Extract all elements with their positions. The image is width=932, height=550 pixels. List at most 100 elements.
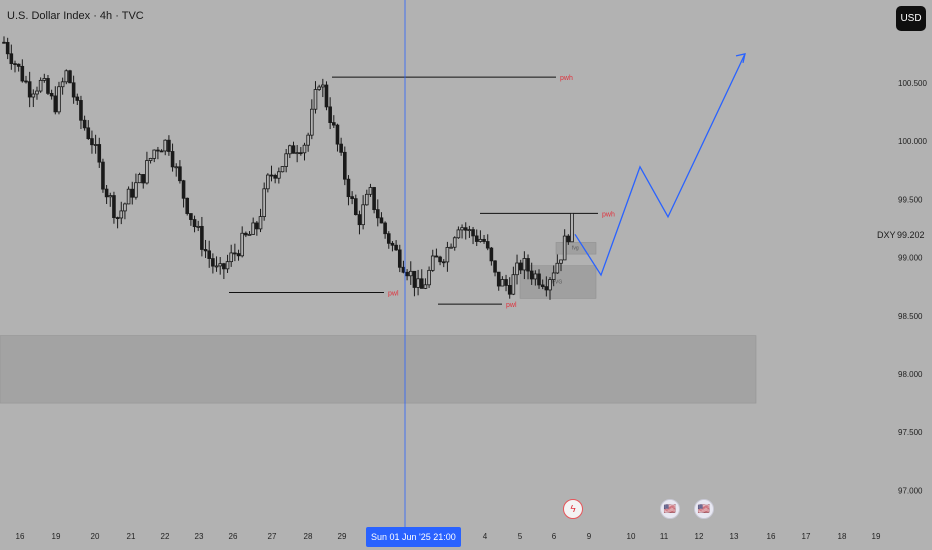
candle-body bbox=[222, 263, 226, 270]
time-tick-label: 12 bbox=[695, 532, 704, 541]
candle-body bbox=[189, 213, 193, 220]
candle-body bbox=[266, 174, 270, 190]
candle-body bbox=[277, 171, 281, 179]
candle-body bbox=[412, 270, 417, 288]
candle-body bbox=[441, 261, 446, 264]
candle-body bbox=[2, 41, 6, 44]
candle-body bbox=[566, 235, 571, 243]
time-tick-label: 19 bbox=[52, 532, 61, 541]
us-flag-icon[interactable]: 🇺🇸 bbox=[694, 499, 714, 519]
candle-body bbox=[544, 286, 549, 291]
candle-body bbox=[156, 149, 160, 152]
candle-body bbox=[68, 70, 72, 84]
price-tick-label: 98.000 bbox=[898, 370, 923, 379]
candle-body bbox=[79, 100, 83, 121]
candle-body bbox=[211, 258, 215, 267]
time-tick-label: 4 bbox=[483, 532, 488, 541]
candle-body bbox=[496, 271, 501, 287]
candle-body bbox=[262, 188, 266, 217]
last-price-label: 99.202 bbox=[897, 230, 925, 240]
time-tick-label: 23 bbox=[195, 532, 204, 541]
candle-body bbox=[526, 258, 530, 272]
flash-icon[interactable]: ϟ bbox=[563, 499, 583, 519]
candle-body bbox=[251, 222, 255, 235]
candle-body bbox=[353, 198, 358, 216]
candle-body bbox=[185, 197, 190, 214]
candle-body bbox=[27, 81, 32, 98]
time-tick-label: 28 bbox=[304, 532, 313, 541]
candle-body bbox=[463, 227, 468, 231]
candle-body bbox=[137, 174, 142, 184]
us-flag-icon[interactable]: 🇺🇸 bbox=[660, 499, 680, 519]
candle-body bbox=[405, 271, 409, 277]
currency-button[interactable]: USD bbox=[896, 6, 926, 31]
candle-body bbox=[97, 144, 102, 163]
candle-body bbox=[518, 262, 523, 271]
candle-body bbox=[244, 232, 248, 236]
candle-body bbox=[273, 175, 277, 179]
candle-body bbox=[104, 188, 109, 198]
candle-body bbox=[452, 237, 457, 248]
candle-body bbox=[192, 219, 197, 228]
chart-title: U.S. Dollar Index · 4h · TVC bbox=[7, 10, 144, 22]
candle-body bbox=[196, 225, 201, 228]
projection bbox=[574, 53, 746, 277]
candle-body bbox=[163, 139, 168, 152]
candle-body bbox=[152, 149, 157, 159]
candle-body bbox=[75, 96, 80, 101]
zone-box bbox=[0, 335, 757, 404]
candle-body bbox=[533, 273, 538, 280]
candle-body bbox=[368, 187, 373, 195]
levels: pwh pwh pwl pwl bbox=[229, 75, 615, 309]
candle-body bbox=[456, 229, 461, 239]
price-tick-label: 100.000 bbox=[898, 137, 927, 146]
candle-body bbox=[313, 89, 318, 110]
time-tick-label: 5 bbox=[518, 532, 523, 541]
candle-body bbox=[167, 139, 171, 152]
candle-body bbox=[427, 269, 431, 286]
candle-body bbox=[328, 106, 332, 123]
candle-body bbox=[537, 273, 541, 286]
time-tick-label: 6 bbox=[552, 532, 557, 541]
candle-body bbox=[101, 161, 105, 190]
candle-body bbox=[255, 222, 259, 230]
candle-body bbox=[126, 188, 131, 205]
candle-body bbox=[225, 261, 230, 270]
price-tick-label: 99.000 bbox=[898, 254, 923, 263]
time-tick-label: 22 bbox=[161, 532, 170, 541]
candle-body bbox=[178, 166, 182, 182]
candle-body bbox=[134, 182, 138, 198]
candle-body bbox=[71, 82, 76, 98]
price-tick-label: 99.500 bbox=[898, 195, 923, 204]
candle-body bbox=[181, 180, 186, 199]
candle-body bbox=[500, 279, 505, 287]
candle-body bbox=[423, 284, 428, 289]
zone-label: fvg bbox=[572, 245, 579, 251]
time-tick-label: 26 bbox=[229, 532, 238, 541]
candle-body bbox=[401, 266, 406, 273]
time-tick-label: 20 bbox=[91, 532, 100, 541]
candle-body bbox=[207, 250, 212, 259]
candle-body bbox=[20, 65, 25, 82]
candle-body bbox=[335, 124, 340, 145]
candle-body bbox=[317, 86, 321, 90]
candle-body bbox=[361, 204, 365, 226]
candle-body bbox=[200, 225, 204, 250]
candle-body bbox=[5, 42, 10, 55]
candle-body bbox=[148, 157, 153, 161]
candle-body bbox=[141, 174, 146, 184]
candle-body bbox=[515, 262, 519, 276]
candle-body bbox=[170, 151, 175, 168]
candle-body bbox=[214, 265, 219, 268]
candle-body bbox=[474, 235, 479, 242]
candle-body bbox=[288, 145, 292, 155]
candles bbox=[2, 36, 574, 300]
time-axis: 1619202122232627282934569101112131617181… bbox=[16, 532, 881, 541]
candle-body bbox=[16, 63, 21, 67]
candle-body bbox=[9, 53, 14, 65]
candle-body bbox=[562, 235, 567, 261]
candle-body bbox=[310, 108, 314, 136]
candle-body bbox=[559, 259, 563, 264]
candle-body bbox=[49, 92, 54, 97]
